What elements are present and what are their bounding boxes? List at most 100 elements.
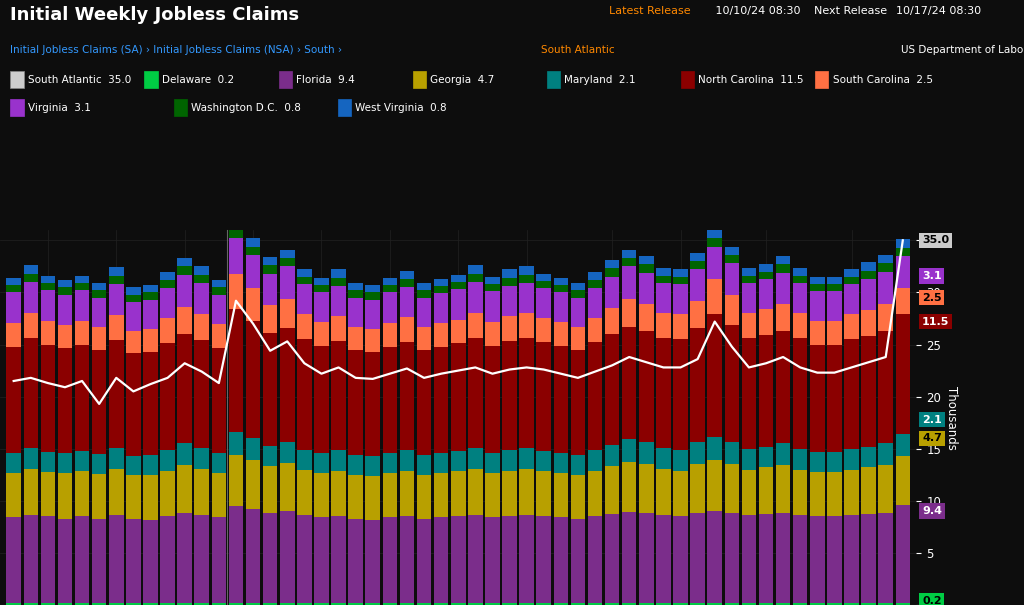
Bar [451, 517, 466, 603]
Bar [417, 603, 431, 605]
Bar [41, 283, 55, 290]
Bar [434, 603, 449, 605]
Bar [673, 269, 688, 277]
Bar [143, 475, 158, 520]
Bar [570, 350, 585, 455]
Bar [725, 255, 739, 263]
Bar [92, 298, 106, 327]
Bar [861, 468, 876, 514]
Bar [622, 299, 637, 327]
Bar [109, 276, 124, 284]
Bar [810, 603, 824, 605]
Bar [24, 468, 38, 515]
Bar [844, 315, 859, 339]
Bar [537, 318, 551, 342]
Bar [126, 456, 140, 475]
Bar [673, 315, 688, 339]
Bar [502, 269, 517, 278]
Bar [280, 511, 295, 603]
Bar [554, 473, 568, 517]
Bar [502, 517, 517, 603]
Bar [109, 284, 124, 315]
Bar [109, 468, 124, 515]
Bar [656, 283, 671, 313]
Bar [502, 278, 517, 286]
Text: 3.1: 3.1 [922, 271, 942, 281]
Bar [434, 322, 449, 347]
Bar [399, 279, 415, 287]
Text: 11.5: 11.5 [922, 316, 949, 327]
Text: South Atlantic  35.0: South Atlantic 35.0 [28, 75, 131, 85]
Bar [485, 292, 500, 322]
Bar [554, 453, 568, 473]
Bar [776, 256, 791, 264]
Bar [109, 315, 124, 341]
Bar [793, 283, 808, 313]
Bar [468, 266, 482, 273]
Bar [195, 315, 209, 341]
Bar [810, 344, 824, 452]
Bar [366, 292, 380, 299]
Bar [263, 445, 278, 466]
Bar [502, 316, 517, 341]
Bar [656, 269, 671, 276]
Bar [656, 448, 671, 468]
Bar [348, 327, 362, 350]
Bar [879, 331, 893, 443]
Bar [537, 342, 551, 451]
Bar [570, 283, 585, 290]
Bar [827, 284, 842, 292]
Bar [75, 344, 89, 451]
Bar [468, 448, 482, 468]
Bar [741, 449, 756, 469]
Bar [725, 325, 739, 442]
Bar [41, 321, 55, 344]
Bar [844, 277, 859, 284]
Bar [588, 318, 602, 342]
Bar [314, 603, 329, 605]
Bar [588, 450, 602, 471]
Bar [246, 321, 260, 438]
Bar [246, 247, 260, 255]
Bar [212, 603, 226, 605]
Bar [451, 471, 466, 517]
Bar [588, 603, 602, 605]
Text: North Carolina  11.5: North Carolina 11.5 [698, 75, 804, 85]
Bar [810, 321, 824, 344]
Bar [263, 333, 278, 445]
Bar [228, 506, 244, 603]
Bar [708, 460, 722, 511]
Bar [332, 341, 346, 450]
Text: Florida  9.4: Florida 9.4 [296, 75, 354, 85]
Bar [195, 283, 209, 315]
Bar [759, 446, 773, 468]
Bar [793, 603, 808, 605]
Bar [92, 290, 106, 298]
Bar [6, 278, 20, 285]
Bar [810, 277, 824, 284]
Bar [263, 466, 278, 513]
Bar [177, 443, 191, 465]
Bar [161, 272, 175, 280]
Bar [314, 278, 329, 285]
Bar [759, 309, 773, 335]
Bar [485, 453, 500, 473]
Bar [570, 455, 585, 475]
Text: Latest Release: Latest Release [609, 6, 691, 16]
Bar [537, 471, 551, 517]
Bar [725, 442, 739, 465]
Text: 2.5: 2.5 [922, 293, 942, 302]
Text: Virginia  3.1: Virginia 3.1 [28, 103, 90, 113]
Bar [896, 256, 910, 288]
Bar [588, 272, 602, 280]
Bar [297, 277, 311, 284]
Bar [348, 475, 362, 518]
Bar [399, 342, 415, 450]
Bar [622, 327, 637, 439]
Bar [639, 273, 653, 304]
Bar [417, 283, 431, 290]
Bar [417, 455, 431, 475]
Bar [690, 328, 705, 442]
Bar [605, 260, 620, 269]
Bar [126, 353, 140, 456]
